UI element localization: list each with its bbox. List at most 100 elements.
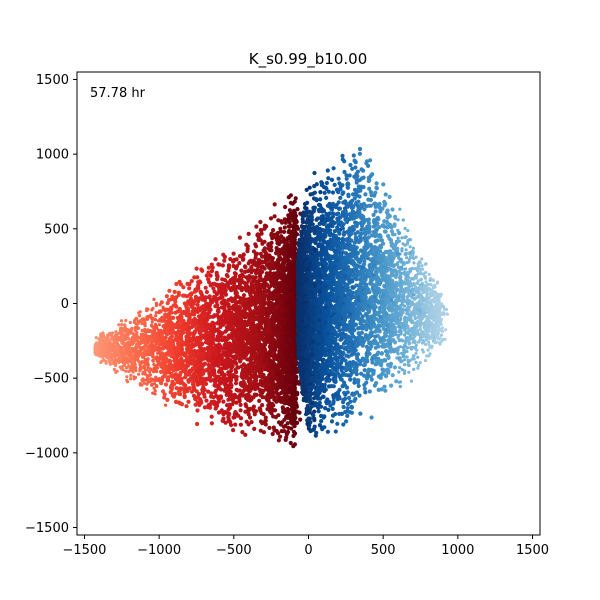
data-point — [273, 347, 278, 352]
data-point — [274, 274, 279, 279]
data-point — [238, 346, 243, 351]
data-point — [207, 336, 212, 341]
data-point — [271, 355, 276, 360]
data-point — [223, 342, 228, 347]
data-point — [262, 246, 267, 251]
data-point — [214, 270, 219, 275]
data-point — [291, 218, 296, 223]
data-point — [232, 338, 237, 343]
data-point — [232, 257, 237, 262]
data-point — [234, 264, 240, 269]
data-point — [258, 369, 264, 374]
data-point — [182, 394, 187, 400]
data-point — [274, 428, 279, 434]
data-point — [146, 357, 150, 361]
data-point — [274, 251, 279, 256]
data-point — [112, 347, 117, 352]
data-point — [164, 294, 169, 299]
data-point — [258, 227, 263, 233]
data-point — [188, 339, 193, 344]
data-point — [150, 349, 154, 353]
data-point — [244, 396, 249, 401]
data-point — [276, 284, 281, 289]
data-point — [285, 421, 290, 426]
data-point — [242, 300, 248, 305]
data-point — [292, 276, 297, 281]
data-point — [288, 440, 293, 446]
data-point — [200, 390, 205, 395]
data-point — [210, 314, 216, 319]
data-point — [173, 391, 178, 396]
data-point — [120, 345, 124, 349]
data-point — [285, 312, 290, 317]
data-point — [276, 257, 281, 262]
data-point — [155, 384, 159, 388]
data-point — [124, 318, 128, 323]
data-point — [147, 373, 151, 378]
data-point — [229, 360, 234, 365]
data-point — [225, 280, 230, 285]
data-point — [230, 394, 235, 399]
data-point — [114, 330, 118, 334]
data-point — [206, 314, 211, 319]
data-point — [129, 347, 133, 351]
data-point — [254, 270, 259, 275]
data-point — [238, 416, 244, 421]
data-point — [132, 360, 137, 364]
data-point — [232, 360, 237, 365]
data-point — [138, 319, 143, 323]
data-point — [184, 306, 190, 311]
data-point — [261, 317, 266, 322]
data-point — [191, 393, 196, 398]
data-point — [198, 398, 203, 403]
data-point — [287, 220, 292, 225]
data-point — [167, 360, 172, 365]
data-point — [202, 309, 207, 315]
data-point — [254, 244, 259, 249]
data-point — [220, 418, 225, 423]
data-point — [207, 405, 213, 410]
data-point — [217, 262, 222, 267]
data-point — [123, 329, 127, 333]
data-point — [269, 402, 274, 407]
data-point — [181, 285, 186, 290]
data-point — [253, 409, 259, 414]
data-point — [243, 283, 249, 288]
data-point — [276, 413, 281, 418]
data-point — [292, 199, 297, 204]
data-point — [194, 389, 199, 394]
data-point — [223, 384, 228, 389]
data-point — [165, 301, 170, 306]
data-point — [238, 408, 243, 413]
data-point — [270, 431, 275, 437]
data-point — [226, 407, 231, 412]
data-point — [150, 379, 154, 383]
data-point — [213, 390, 218, 395]
data-point — [150, 383, 154, 387]
data-point — [176, 290, 181, 295]
data-point — [245, 303, 250, 308]
data-point — [123, 325, 127, 329]
data-point — [153, 392, 157, 396]
data-point — [122, 351, 126, 355]
data-point — [234, 291, 239, 296]
data-point — [164, 403, 168, 407]
data-point — [248, 327, 253, 332]
data-point — [170, 327, 175, 332]
data-point — [279, 293, 285, 298]
data-point — [237, 235, 242, 240]
data-point — [271, 425, 276, 430]
data-point — [280, 220, 285, 225]
data-point — [160, 336, 165, 341]
data-point — [249, 265, 254, 270]
data-point — [274, 315, 279, 320]
data-point — [227, 342, 232, 347]
data-point — [94, 336, 98, 340]
data-point — [289, 263, 294, 269]
data-point — [204, 289, 209, 295]
data-point — [178, 366, 183, 371]
data-point — [172, 358, 177, 363]
data-point — [144, 334, 148, 338]
data-point — [260, 291, 265, 297]
